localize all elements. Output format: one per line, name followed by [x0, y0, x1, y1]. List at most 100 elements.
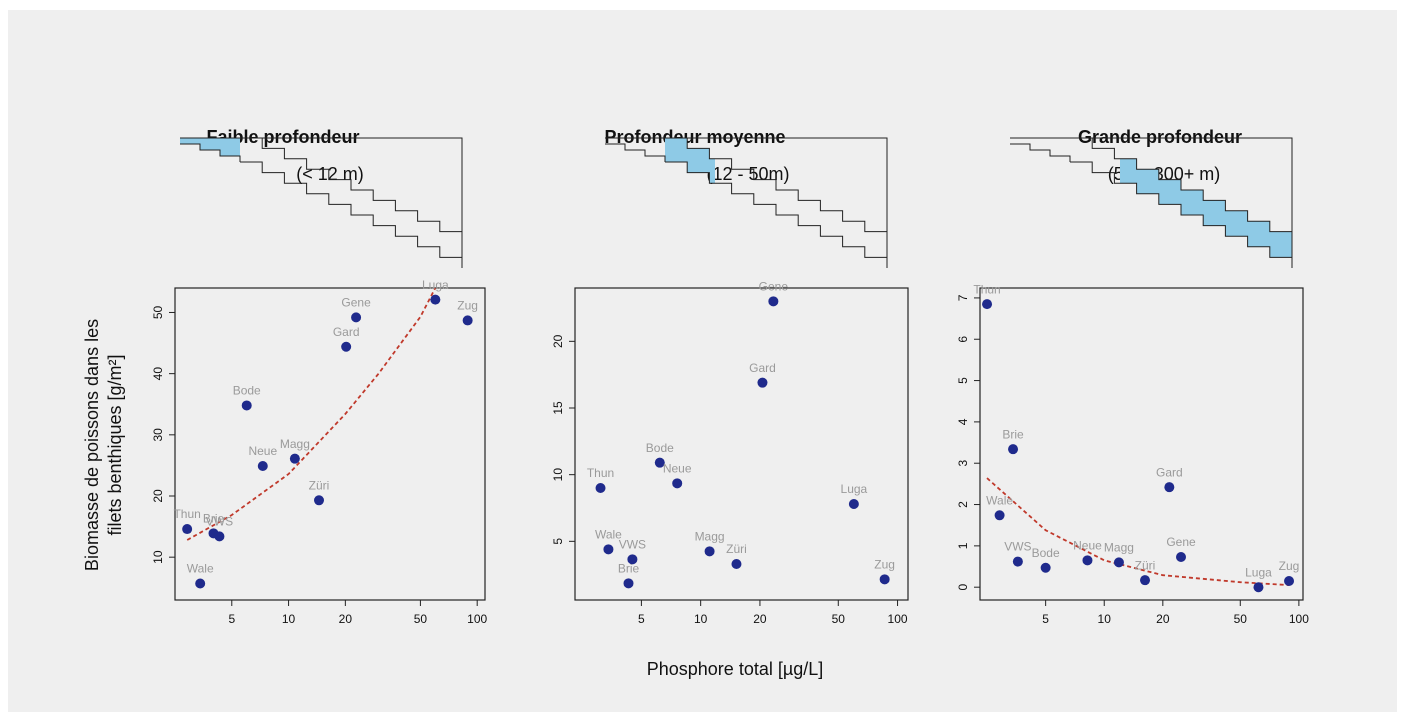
- panel-title: Grande profondeur: [1078, 127, 1242, 147]
- point-label: Luga: [1245, 565, 1272, 579]
- point-label: Neue: [663, 462, 692, 476]
- point-label: Neue: [1073, 539, 1102, 553]
- point: [241, 400, 252, 411]
- point: [1113, 557, 1124, 568]
- point-label: Thun: [173, 507, 200, 521]
- point-label: VWS: [619, 538, 646, 552]
- x-tick-label: 10: [1098, 612, 1112, 626]
- point: [462, 315, 473, 326]
- depth-stair: [240, 161, 463, 268]
- point: [1040, 562, 1051, 573]
- x-tick-label: 10: [282, 612, 296, 626]
- y-tick-label: 4: [956, 418, 970, 425]
- depth-stair: [1010, 143, 1071, 162]
- point-label: Thun: [587, 466, 614, 480]
- depth-stair: [1070, 137, 1293, 242]
- y-tick-label: 10: [151, 550, 165, 564]
- x-tick-label: 100: [467, 612, 487, 626]
- y-tick-label: 20: [551, 334, 565, 348]
- point-label: Neue: [248, 444, 277, 458]
- point: [879, 574, 890, 585]
- point: [654, 457, 665, 468]
- x-tick-label: 20: [339, 612, 353, 626]
- plot-frame: [574, 287, 909, 601]
- depth-stair: [605, 143, 666, 162]
- x-tick-label: 20: [1156, 612, 1170, 626]
- point-label: Züri: [1135, 558, 1156, 572]
- y-tick-label: 40: [151, 367, 165, 381]
- point: [195, 578, 206, 589]
- point: [704, 546, 715, 557]
- x-tick-label: 5: [638, 612, 645, 626]
- point: [1140, 575, 1151, 586]
- x-tick-label: 20: [753, 612, 767, 626]
- x-tick-label: 5: [228, 612, 235, 626]
- point-label: Thun: [973, 282, 1000, 296]
- x-tick-label: 100: [888, 612, 908, 626]
- point-label: Züri: [309, 478, 330, 492]
- depth-stair: [665, 161, 888, 268]
- depth-stair: [180, 143, 241, 162]
- x-axis-label: Phosphore total [µg/L]: [647, 659, 823, 679]
- point-label: Brie: [203, 511, 225, 525]
- x-tick-label: 50: [1234, 612, 1248, 626]
- y-tick-label: 5: [956, 377, 970, 384]
- point: [182, 524, 193, 535]
- point: [994, 510, 1005, 521]
- point: [1164, 482, 1175, 493]
- y-tick-label: 30: [151, 428, 165, 442]
- point-label: Gard: [749, 361, 776, 375]
- point-label: Gard: [333, 325, 360, 339]
- point-label: Luga: [841, 482, 868, 496]
- point-label: Luga: [422, 278, 449, 292]
- point-label: Brie: [1002, 427, 1024, 441]
- y-tick-label: 5: [551, 538, 565, 545]
- point-label: Magg: [695, 530, 725, 544]
- depth-stair: [240, 137, 463, 242]
- y-tick-label: 10: [551, 468, 565, 482]
- point-label: Zug: [1279, 559, 1300, 573]
- point-label: Bode: [646, 441, 674, 455]
- plot-frame: [174, 287, 486, 601]
- point: [595, 483, 606, 493]
- point-label: Zug: [457, 299, 478, 313]
- y-tick-label: 15: [551, 401, 565, 415]
- panel-subtitle: (12 - 50m): [706, 164, 789, 184]
- x-tick-label: 50: [832, 612, 846, 626]
- point-label: Zug: [874, 558, 895, 572]
- point: [603, 544, 614, 555]
- y-tick-label: 0: [956, 584, 970, 591]
- point-label: VWS: [206, 515, 233, 529]
- y-tick-label: 20: [151, 489, 165, 503]
- point: [848, 499, 859, 509]
- point: [623, 578, 634, 589]
- point: [731, 559, 742, 569]
- fit-curve: [986, 477, 1290, 586]
- point-label: Gene: [759, 280, 789, 294]
- panel-title: Faible profondeur: [207, 127, 360, 147]
- point: [351, 312, 362, 323]
- point-label: Wale: [595, 528, 622, 542]
- point-label: Gene: [1166, 535, 1196, 549]
- point: [982, 299, 993, 310]
- point: [1082, 555, 1093, 566]
- point: [1253, 582, 1264, 593]
- point: [1284, 575, 1295, 586]
- point: [1176, 552, 1187, 563]
- y-axis-label: filets benthiques [g/m²]: [105, 354, 125, 535]
- point-label: Gene: [341, 296, 371, 310]
- point: [341, 341, 352, 352]
- point: [757, 377, 768, 388]
- point: [672, 478, 683, 489]
- y-axis-label: Biomasse de poissons dans les: [82, 319, 102, 571]
- y-tick-label: 2: [956, 501, 970, 508]
- point-label: Bode: [1032, 546, 1060, 560]
- point-label: Magg: [280, 437, 310, 451]
- lake-outline: [1010, 137, 1293, 268]
- x-tick-label: 10: [694, 612, 708, 626]
- point: [1012, 556, 1023, 567]
- point: [627, 554, 638, 565]
- x-tick-label: 100: [1289, 612, 1309, 626]
- point-label: Züri: [726, 542, 747, 556]
